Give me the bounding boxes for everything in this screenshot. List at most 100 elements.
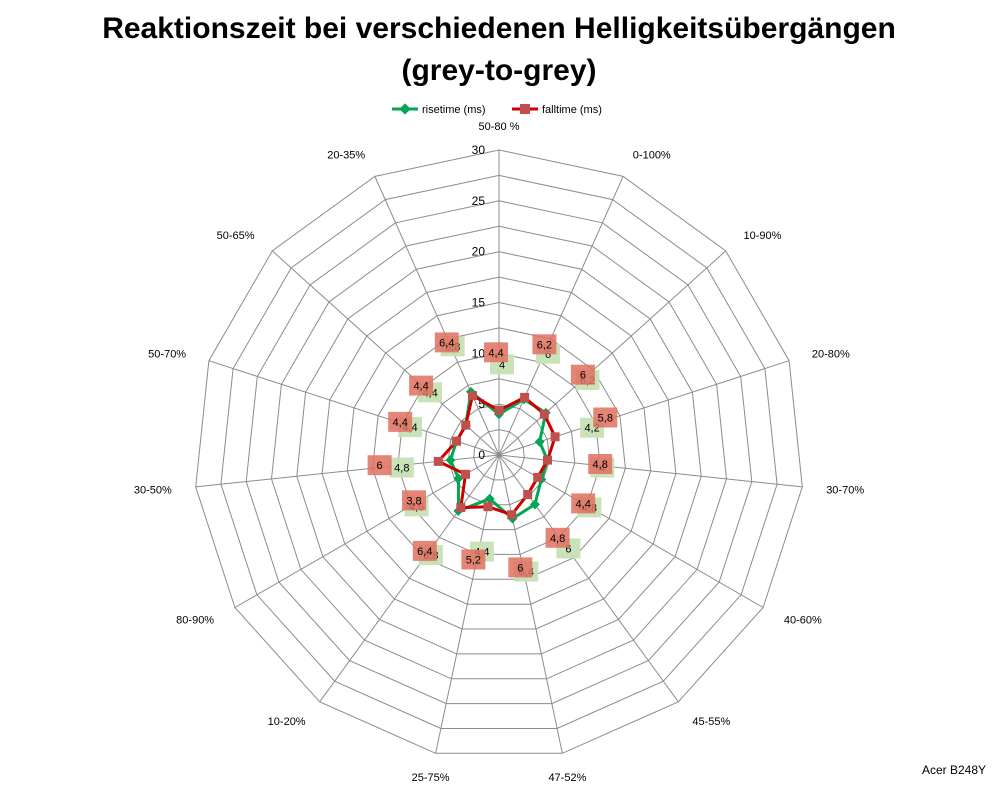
data-labels: 466,24,244,866,44,46,84,64,84,44,46,84,4… [367, 332, 618, 582]
category-label: 40-60% [784, 615, 822, 627]
marker-falltime [468, 391, 477, 401]
marker-risetime [453, 473, 464, 484]
grid-ring [245, 200, 753, 705]
svg-text:4,4: 4,4 [488, 347, 503, 359]
marker-falltime [539, 409, 549, 419]
grid-ring [473, 429, 525, 481]
category-label: 0-100% [633, 149, 671, 161]
legend-label-falltime: falltime (ms) [542, 104, 602, 116]
svg-text:4,4: 4,4 [393, 417, 408, 429]
tick-label: 15 [472, 296, 486, 310]
data-label-falltime: 4,4 [388, 411, 413, 432]
series-lines [433, 386, 560, 524]
marker-falltime [520, 392, 530, 402]
category-label: 20-35% [327, 149, 365, 161]
category-label: 30-50% [134, 484, 172, 496]
svg-text:4,8: 4,8 [394, 463, 409, 475]
svg-text:6,2: 6,2 [537, 339, 552, 351]
marker-risetime [529, 499, 540, 510]
category-label: 10-90% [744, 230, 782, 242]
svg-text:4,8: 4,8 [550, 533, 565, 545]
chart-title-line1: Reaktionszeit bei verschiedenen Helligke… [102, 12, 896, 45]
category-label: 20-80% [812, 348, 850, 360]
svg-text:6: 6 [545, 349, 551, 361]
marker-falltime [433, 456, 443, 466]
data-label-falltime: 3,8 [402, 490, 426, 511]
grid-spoke [498, 454, 563, 754]
svg-text:5,2: 5,2 [466, 555, 481, 567]
category-label: 50-80 % [479, 121, 520, 133]
grid-spoke [319, 454, 500, 703]
marker-falltime [507, 510, 517, 520]
legend: risetime (ms) falltime (ms) [392, 103, 602, 116]
marker-risetime [484, 493, 495, 504]
category-label: 30-70% [826, 484, 864, 496]
svg-text:6: 6 [565, 543, 571, 555]
category-label: 80-90% [176, 615, 214, 627]
grid-ring [296, 251, 702, 655]
data-label-falltime: 6,4 [434, 332, 459, 353]
marker-falltime [461, 420, 471, 430]
watermark: Acer B248Y [922, 763, 986, 777]
legend-label-risetime: risetime (ms) [422, 104, 486, 116]
grid-ring [372, 327, 626, 580]
data-label-falltime: 5,8 [593, 407, 618, 428]
grid-spoke [208, 360, 500, 456]
data-label-falltime: 4,8 [588, 454, 613, 474]
svg-text:4,4: 4,4 [576, 498, 591, 510]
data-label-falltime: 4,4 [484, 342, 508, 363]
marker-falltime [461, 469, 470, 479]
svg-text:6,4: 6,4 [439, 337, 454, 349]
tick-label: 10 [472, 346, 486, 360]
grid-ring [422, 378, 576, 531]
category-label: 50-70% [148, 348, 186, 360]
tick-label: 25 [472, 194, 486, 208]
grid-ring [321, 276, 677, 630]
marker-risetime [445, 455, 456, 466]
grid-ring [220, 174, 778, 729]
svg-text:3,8: 3,8 [406, 495, 421, 507]
marker-falltime [494, 405, 504, 415]
tick-label: 5 [478, 397, 485, 411]
category-label: 25-75% [412, 772, 450, 784]
category-labels: 50-80 % 0-100% 10-90% 20-80% 30-70% 40-60% 45-… [134, 121, 864, 784]
tick-label: 30 [472, 143, 486, 157]
tick-label: 0 [478, 448, 485, 462]
svg-text:6: 6 [517, 562, 523, 574]
svg-text:6,4: 6,4 [417, 546, 432, 558]
legend-marker-risetime [399, 103, 411, 115]
marker-falltime [452, 436, 461, 446]
grid-ring [270, 225, 728, 680]
marker-falltime [543, 455, 552, 465]
grid-spoke [498, 176, 624, 456]
marker-falltime [483, 502, 493, 512]
series-line-falltime [436, 394, 557, 517]
grid-spoke [374, 176, 500, 456]
svg-text:6: 6 [580, 370, 586, 382]
svg-text:5,8: 5,8 [598, 413, 613, 425]
data-label-falltime: 6 [508, 557, 533, 578]
marker-risetime [534, 436, 545, 447]
marker-falltime [456, 503, 466, 513]
svg-text:4,4: 4,4 [413, 381, 428, 393]
category-label: 47-52% [548, 772, 586, 784]
grid-ring [397, 352, 601, 555]
data-label-falltime: 4,4 [571, 493, 596, 514]
data-label-falltime: 4,4 [409, 375, 434, 396]
data-label-falltime: 4,8 [545, 527, 570, 548]
data-label-falltime: 5,2 [461, 549, 486, 570]
category-label: 50-65% [217, 230, 255, 242]
data-label-falltime: 6 [570, 364, 595, 385]
data-label-risetime: 4,8 [389, 457, 414, 478]
svg-text:4,8: 4,8 [593, 459, 608, 471]
marker-falltime [533, 472, 543, 482]
grid-ring [195, 149, 803, 754]
grid-ring [346, 301, 652, 605]
marker-falltime [523, 490, 533, 499]
grid-spoke [498, 360, 790, 456]
radar-grid [195, 149, 803, 754]
grid-spoke [498, 250, 727, 456]
chart-title-line2: (grey-to-grey) [401, 54, 596, 87]
grid-spoke [234, 454, 500, 608]
svg-text:4: 4 [499, 359, 505, 371]
